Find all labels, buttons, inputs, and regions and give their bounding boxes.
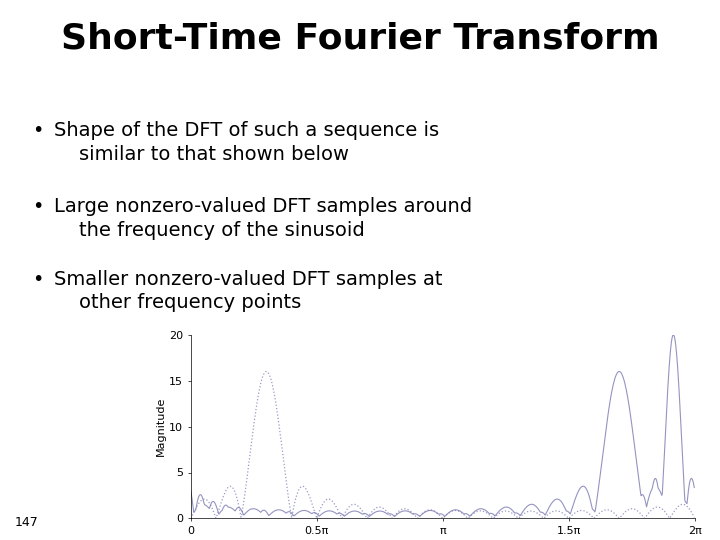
Text: Shape of the DFT of such a sequence is
    similar to that shown below: Shape of the DFT of such a sequence is s… <box>54 122 439 164</box>
Text: •: • <box>32 270 44 289</box>
Text: Short-Time Fourier Transform: Short-Time Fourier Transform <box>60 22 660 56</box>
Y-axis label: Magnitude: Magnitude <box>156 397 166 456</box>
Text: Large nonzero-valued DFT samples around
    the frequency of the sinusoid: Large nonzero-valued DFT samples around … <box>54 197 472 240</box>
Text: •: • <box>32 122 44 140</box>
Text: Smaller nonzero-valued DFT samples at
    other frequency points: Smaller nonzero-valued DFT samples at ot… <box>54 270 443 313</box>
Text: •: • <box>32 197 44 216</box>
Text: 147: 147 <box>14 516 38 529</box>
X-axis label: ω: ω <box>438 539 448 540</box>
